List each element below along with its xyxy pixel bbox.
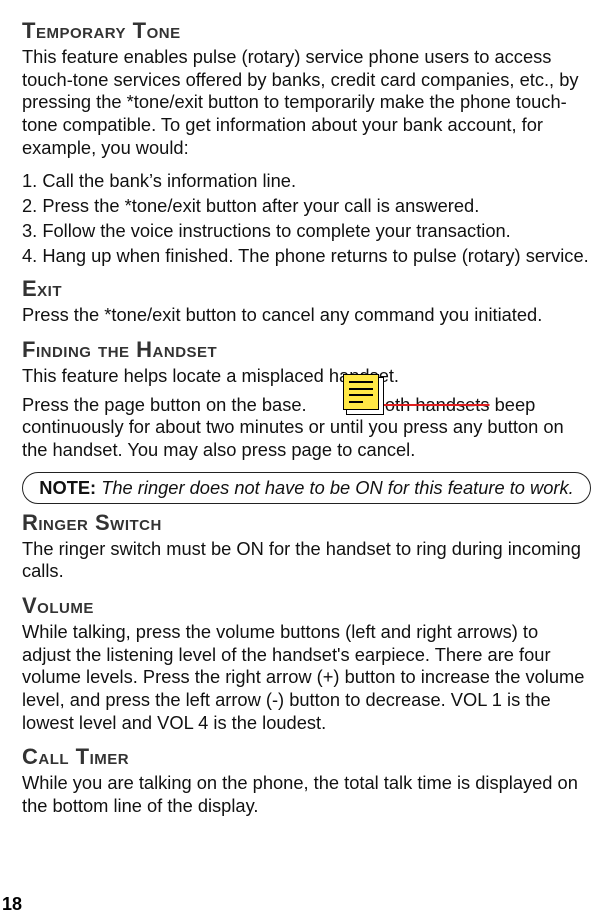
exit-text: Press the *tone/exit button to cancel an… xyxy=(22,304,591,327)
volume-text: While talking, press the volume buttons … xyxy=(22,621,591,734)
temporary-tone-intro: This feature enables pulse (rotary) serv… xyxy=(22,46,591,159)
step-4: 4. Hang up when finished. The phone retu… xyxy=(22,244,591,269)
step-1: 1. Call the bank’s information line. xyxy=(22,169,591,194)
temporary-tone-steps: 1. Call the bank’s information line. 2. … xyxy=(22,169,591,268)
note-text: The ringer does not have to be ON for th… xyxy=(96,477,574,498)
heading-temporary-tone: Temporary Tone xyxy=(22,18,591,44)
page-number: 18 xyxy=(2,894,22,915)
note-box: NOTE: The ringer does not have to be ON … xyxy=(22,472,591,504)
finding-handset-struck: Both handsets xyxy=(373,394,490,415)
heading-finding-handset: Finding the Handset xyxy=(22,337,591,363)
step-3: 3. Follow the voice instructions to comp… xyxy=(22,219,591,244)
finding-handset-intro: This feature helps locate a misplaced ha… xyxy=(22,365,591,388)
call-timer-text: While you are talking on the phone, the … xyxy=(22,772,591,817)
step-2: 2. Press the *tone/exit button after you… xyxy=(22,194,591,219)
sticky-line xyxy=(349,388,373,390)
heading-call-timer: Call Timer xyxy=(22,744,591,770)
finding-handset-before: Press the page button on the base. xyxy=(22,394,312,415)
heading-exit: Exit xyxy=(22,276,591,302)
finding-handset-paragraph: Press the page button on the base. XXXXX… xyxy=(22,394,591,462)
note-label: NOTE: xyxy=(39,477,96,498)
manual-page: Temporary Tone This feature enables puls… xyxy=(0,0,605,923)
heading-volume: Volume xyxy=(22,593,591,619)
ringer-switch-text: The ringer switch must be ON for the han… xyxy=(22,538,591,583)
heading-ringer-switch: Ringer Switch xyxy=(22,510,591,536)
